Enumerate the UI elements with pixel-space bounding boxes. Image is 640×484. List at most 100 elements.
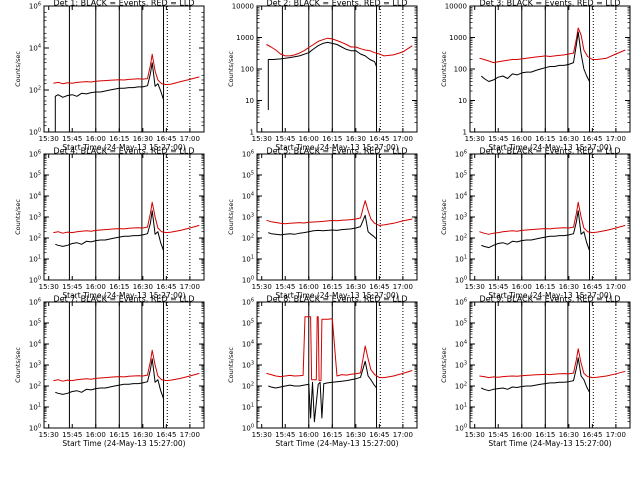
y-tick-label: 104: [29, 340, 41, 349]
panel-title: Det 2: BLACK = Events, RED = LLD: [267, 0, 408, 8]
y-tick-label: 105: [242, 319, 254, 328]
x-tick-label: 17:00: [606, 431, 626, 439]
y-tick-label: 102: [29, 86, 41, 95]
panel-det-8: Det 8: BLACK = Events, RED = LLD 15:30 15:…: [227, 295, 418, 448]
x-tick-label: 15:30: [465, 283, 485, 291]
panel-title: Det 9: BLACK = Events, RED = LLD: [480, 295, 621, 304]
x-tick-label: 17:00: [180, 283, 200, 291]
y-tick-label: 106: [29, 150, 41, 159]
lld-series-line: [479, 348, 626, 379]
plot-frame: [256, 5, 418, 133]
plot-frame: [256, 301, 418, 429]
y-tick-label: 100: [29, 128, 41, 137]
y-tick-label: 104: [242, 340, 254, 349]
y-tick-label: 100: [241, 66, 254, 74]
plot-frame: [43, 301, 205, 429]
y-tick-label: 104: [455, 192, 467, 201]
y-tick-label: 101: [29, 403, 41, 412]
events-series-line: [480, 31, 590, 82]
x-tick-label: 16:30: [346, 283, 366, 291]
x-tick-label: 15:45: [488, 135, 508, 143]
lld-series-line: [479, 27, 626, 64]
x-axis-label: Start Time (24-May-13 15:27:00): [275, 291, 398, 300]
y-tick-label: 103: [455, 213, 467, 222]
y-axis-label: Counts/sec: [227, 51, 235, 87]
events-series-line: [481, 357, 590, 393]
x-tick-label: 16:00: [512, 283, 532, 291]
x-tick-label: 15:30: [252, 135, 272, 143]
x-tick-label: 16:15: [322, 283, 342, 291]
y-tick-label: 106: [242, 298, 254, 307]
x-axis-label: Start Time (24-May-13 15:27:00): [62, 439, 185, 448]
lld-series-line: [53, 53, 200, 86]
y-tick-label: 103: [455, 361, 467, 370]
x-tick-label: 16:00: [86, 135, 106, 143]
y-tick-label: 103: [242, 213, 254, 222]
y-tick-label: 103: [29, 361, 41, 370]
panel-title: Det 1: BLACK = Events, RED = LLD: [54, 0, 195, 8]
x-tick-label: 17:00: [180, 431, 200, 439]
x-tick-label: 16:15: [322, 135, 342, 143]
x-axis-label: Start Time (24-May-13 15:27:00): [62, 291, 185, 300]
x-tick-label: 15:45: [62, 431, 82, 439]
panel-det-1: Det 1: BLACK = Events, RED = LLD 15:30 15:…: [14, 0, 205, 152]
y-tick-label: 104: [29, 44, 41, 53]
x-axis-label: Start Time (24-May-13 15:27:00): [488, 439, 611, 448]
y-tick-label: 10: [245, 97, 254, 105]
x-tick-label: 15:30: [39, 431, 59, 439]
x-tick-label: 15:45: [488, 431, 508, 439]
x-tick-label: 16:45: [582, 135, 602, 143]
plot-frame: [469, 301, 631, 429]
x-tick-label: 16:30: [133, 431, 153, 439]
panel-det-4: Det 4: BLACK = Events, RED = LLD 15:30 15:…: [14, 147, 205, 300]
y-tick-label: 100: [242, 276, 254, 285]
y-tick-label: 106: [29, 298, 41, 307]
lld-series-line: [266, 37, 413, 57]
events-series-line: [481, 210, 590, 251]
x-tick-label: 15:30: [252, 431, 272, 439]
x-tick-label: 17:00: [393, 135, 413, 143]
events-series-line: [268, 360, 377, 423]
events-series-line: [55, 210, 164, 251]
x-tick-label: 15:30: [39, 135, 59, 143]
plot-frame: [469, 5, 631, 133]
x-tick-label: 16:15: [535, 431, 555, 439]
events-series-line: [55, 358, 164, 399]
x-tick-label: 15:45: [62, 135, 82, 143]
y-tick-label: 105: [29, 171, 41, 180]
panel-det-9: Det 9: BLACK = Events, RED = LLD 15:30 15:…: [440, 295, 631, 448]
y-tick-label: 10000: [232, 3, 254, 11]
x-tick-label: 15:30: [39, 283, 59, 291]
x-tick-label: 16:45: [369, 431, 389, 439]
x-tick-label: 16:45: [369, 135, 389, 143]
x-tick-label: 16:45: [582, 431, 602, 439]
x-tick-label: 16:30: [346, 135, 366, 143]
panel-title: Det 5: BLACK = Events, RED = LLD: [267, 147, 408, 156]
plot-frame: [256, 153, 418, 281]
y-tick-label: 10000: [445, 3, 467, 11]
y-axis-label: Counts/sec: [440, 51, 448, 87]
y-tick-label: 104: [455, 340, 467, 349]
panel-title: Det 4: BLACK = Events, RED = LLD: [54, 147, 195, 156]
x-axis-label: Start Time (24-May-13 15:27:00): [488, 143, 611, 152]
x-axis-label: Start Time (24-May-13 15:27:00): [275, 143, 398, 152]
panel-det-5: Det 5: BLACK = Events, RED = LLD 15:30 15:…: [227, 147, 418, 300]
y-tick-label: 100: [455, 424, 467, 433]
y-tick-label: 103: [29, 213, 41, 222]
y-tick-label: 100: [29, 276, 41, 285]
y-tick-label: 102: [29, 234, 41, 243]
y-tick-label: 102: [242, 382, 254, 391]
lld-series-line: [266, 200, 413, 226]
y-tick-label: 100: [242, 424, 254, 433]
x-tick-label: 16:45: [156, 135, 176, 143]
y-tick-label: 105: [455, 319, 467, 328]
x-tick-label: 16:45: [156, 431, 176, 439]
y-tick-label: 103: [242, 361, 254, 370]
y-tick-label: 100: [29, 424, 41, 433]
x-tick-label: 16:00: [86, 431, 106, 439]
x-tick-label: 16:45: [156, 283, 176, 291]
x-tick-label: 15:45: [275, 431, 295, 439]
y-axis-label: Counts/sec: [14, 51, 22, 87]
x-tick-label: 16:30: [559, 431, 579, 439]
x-tick-label: 16:15: [109, 283, 129, 291]
